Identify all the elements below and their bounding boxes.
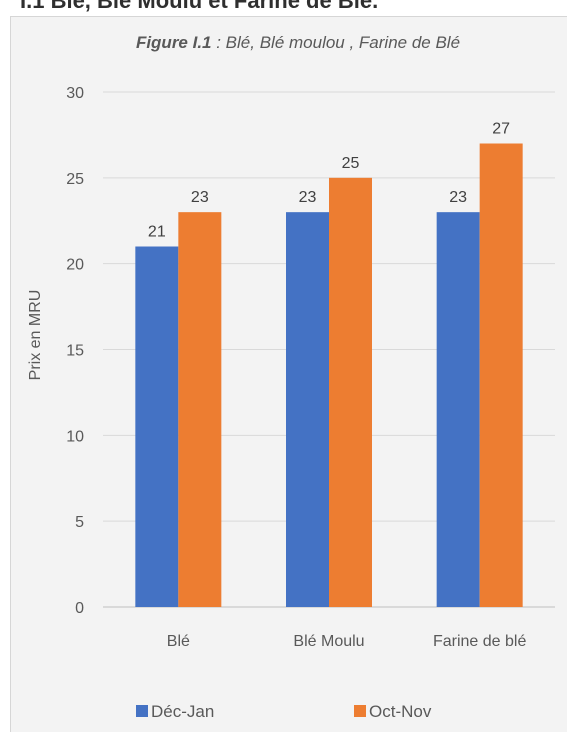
y-tick-label: 20 [66,257,84,274]
bar-d-c-jan [286,212,329,607]
chart-title: Figure I.1 : Blé, Blé moulou , Farine de… [136,33,460,52]
y-tick-label: 30 [66,85,84,102]
data-label: 23 [191,189,209,206]
y-axis-label: Prix en MRU [27,290,44,381]
bar-oct-nov [479,143,523,607]
bar-d-c-jan [436,212,480,607]
data-label: 27 [492,121,510,138]
bar-d-c-jan [135,246,179,607]
x-tick-label: Blé [167,633,190,650]
y-tick-label: 0 [75,600,84,617]
x-tick-label: Farine de blé [433,633,526,650]
data-label: 21 [148,224,166,241]
y-tick-label: 5 [75,514,84,531]
legend-label: Déc-Jan [151,702,214,721]
y-tick-label: 15 [66,343,84,360]
x-tick-label: Blé Moulu [293,633,364,650]
legend-label: Oct-Nov [369,702,432,721]
bar-oct-nov [178,212,222,607]
data-label: 23 [299,189,317,206]
y-tick-label: 10 [66,428,84,445]
chart-title-suffix: : Blé, Blé moulou , Farine de Blé [212,33,461,52]
y-tick-label: 25 [66,171,84,188]
data-label: 25 [342,155,360,172]
legend-swatch [354,705,366,717]
legend-swatch [136,705,148,717]
data-label: 23 [449,189,467,206]
section-heading: I.1 Blé, Blé Moulu et Farine de Blé. [20,0,379,13]
chart-title-prefix: Figure I.1 [136,33,212,52]
bar-oct-nov [329,177,372,608]
